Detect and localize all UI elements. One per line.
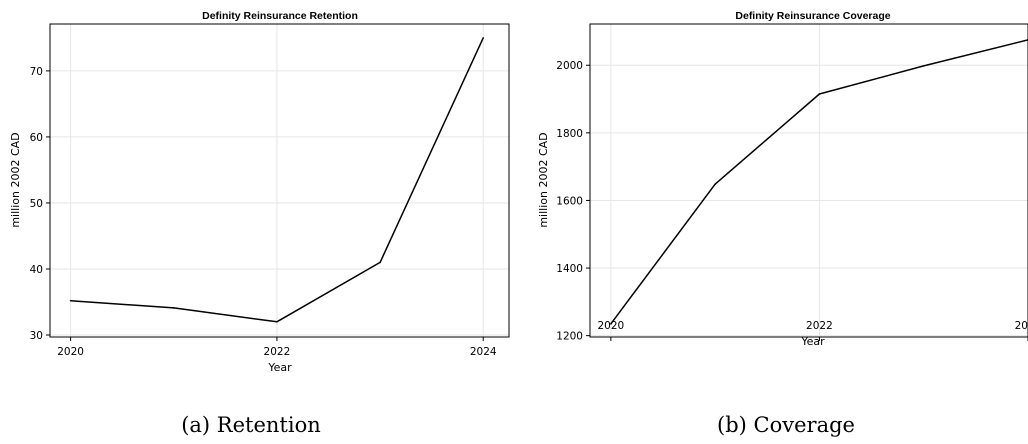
x-tick-label: 2022 [806,320,833,332]
x-tick-label: 2022 [264,346,291,358]
y-tick-label: 60 [30,132,43,144]
y-axis-label: million 2002 CAD [9,132,22,227]
y-tick-label: 2000 [556,60,583,72]
y-axis-label: million 2002 CAD [537,132,550,227]
chart-title: Definity Reinsurance Retention [202,10,358,22]
plot-frame [589,23,1028,338]
data-point [818,93,821,95]
axis-ticks: 2020 2022 2024 1200 1400 1600 1800 2000 [556,60,1028,343]
data-point [482,37,485,39]
x-axis-label: Year [800,335,825,348]
data-point [714,183,716,186]
y-tick-label: 30 [30,330,43,342]
plot-frame [49,23,510,338]
x-tick-label: 2024 [1015,320,1028,332]
y-tick-label: 1200 [556,331,583,343]
data-point [69,299,72,302]
x-tick-label: 2024 [470,346,497,358]
y-tick-label: 1400 [556,263,583,275]
data-point [610,323,612,325]
grid-lines [50,24,509,337]
data-point [922,65,925,67]
axis-ticks: 2020 2022 2024 30 40 50 60 70 [30,66,497,358]
x-tick-label: 2020 [57,346,84,358]
y-tick-label: 1800 [556,128,583,140]
data-point [276,321,278,323]
y-tick-label: 50 [30,198,43,210]
series-layer [69,37,485,323]
coverage-chart: Definity Reinsurance Coverage 2020 2022 20… [537,10,1028,437]
data-point [379,261,381,264]
series-layer [610,39,1028,325]
retention-chart: Definity Reinsurance Retention 2020 2022 2… [9,10,510,437]
chart-title: Definity Reinsurance Coverage [735,10,890,22]
x-tick-label: 2020 [597,320,624,332]
grid-lines [590,24,1028,337]
y-tick-label: 1600 [556,195,583,207]
caption: (a) Retention [181,413,321,437]
x-axis-label: Year [267,361,292,374]
data-point [172,307,175,309]
caption: (b) Coverage [717,413,855,437]
y-tick-label: 70 [30,66,43,78]
y-tick-label: 40 [30,264,43,276]
